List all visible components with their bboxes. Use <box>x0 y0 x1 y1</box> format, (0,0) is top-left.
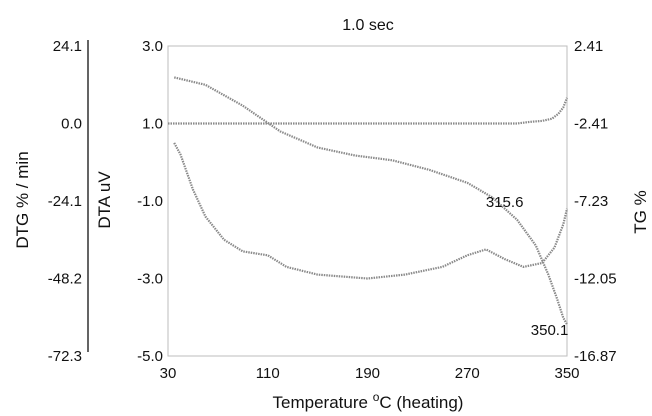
tg-tick-label: -16.87 <box>574 348 617 365</box>
series-layer <box>168 76 569 325</box>
dta-tick-label: 3.0 <box>142 38 163 55</box>
peak-annotation: 350.1 <box>531 322 569 339</box>
peak-annotation: 315.6 <box>486 194 524 211</box>
tg-tick-label: 2.41 <box>574 38 603 55</box>
annotations: 315.6 350.1 <box>486 194 568 339</box>
dta-axis-label: DTA uV <box>95 171 114 229</box>
plot-frame <box>167 45 568 357</box>
dtg-series-line <box>168 97 569 125</box>
dtg-axis-label: DTG % / min <box>13 151 32 248</box>
tg-tick-label: -2.41 <box>574 116 608 133</box>
x-tick-label: 270 <box>455 365 480 382</box>
tg-tick-label: -7.23 <box>574 193 608 210</box>
tick-labels: 24.1 0.0 -24.1 -48.2 -72.3 3.0 1.0 -1.0 -3.0 -5.0… <box>48 38 617 382</box>
dtg-tick-label: -24.1 <box>48 193 82 210</box>
x-tick-label: 350 <box>554 365 579 382</box>
dta-series-line <box>173 142 569 280</box>
dta-tick-label: 1.0 <box>142 116 163 133</box>
x-tick-label: 190 <box>355 365 380 382</box>
dtg-tick-label: -48.2 <box>48 271 82 288</box>
dta-tick-label: -3.0 <box>137 271 163 288</box>
x-tick-label: 110 <box>256 365 280 382</box>
tg-tick-label: -12.05 <box>574 271 617 288</box>
dta-tick-label: -1.0 <box>137 193 163 210</box>
dtg-tick-label: -72.3 <box>48 348 82 365</box>
x-axis-label: Temperature oC (heating) <box>273 390 464 412</box>
tg-series-line <box>173 76 568 325</box>
dtg-tick-label: 0.0 <box>61 116 82 133</box>
dta-tick-label: -5.0 <box>137 348 163 365</box>
x-tick-label: 30 <box>160 365 177 382</box>
tg-axis-label: TG % <box>631 190 650 233</box>
dtg-tick-label: 24.1 <box>53 38 82 55</box>
chart-title: 1.0 sec <box>342 17 394 34</box>
